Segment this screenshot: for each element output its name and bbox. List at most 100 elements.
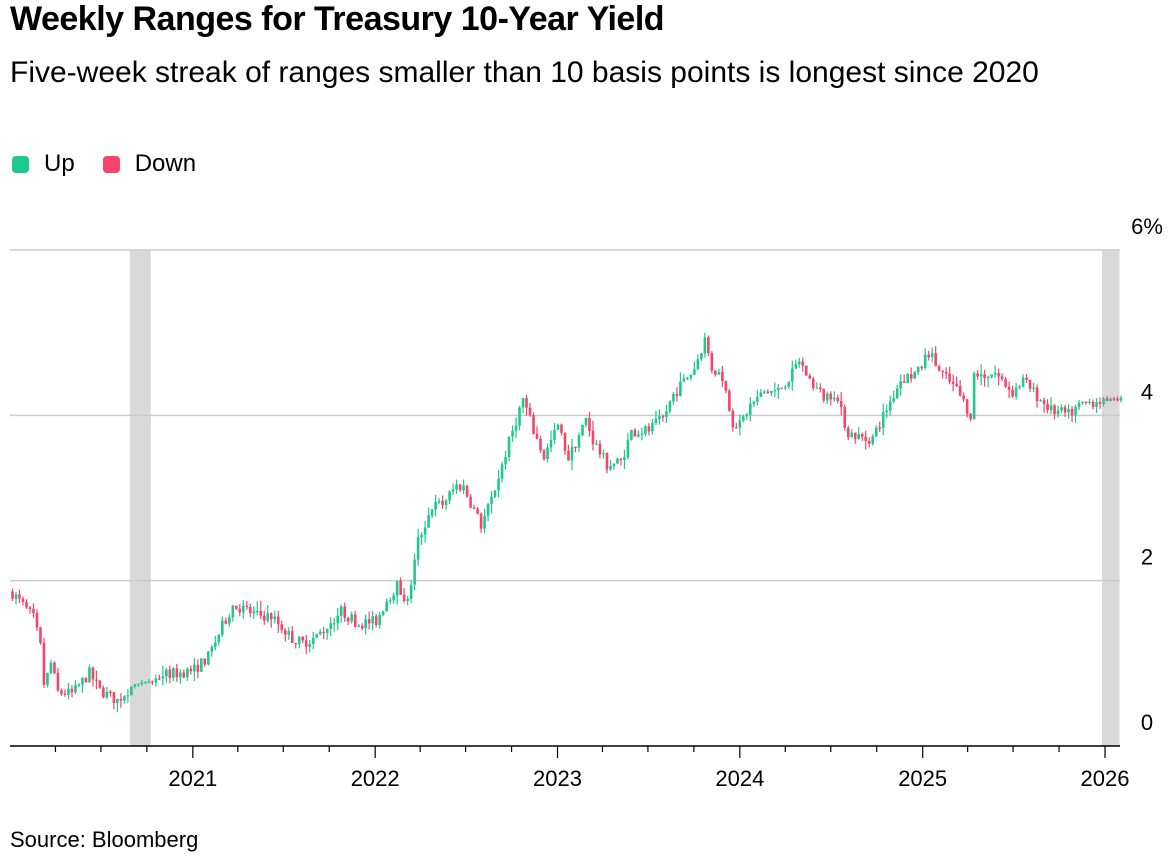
candle [119, 693, 123, 708]
candle-body [787, 381, 791, 387]
candle [874, 425, 878, 437]
candle [811, 377, 815, 391]
candle [200, 658, 203, 673]
candle-body [972, 373, 976, 420]
candle [228, 613, 231, 627]
candle [1060, 404, 1063, 413]
candle-body [161, 676, 165, 679]
candle-body [189, 668, 193, 672]
candle-body [476, 508, 479, 514]
candle [766, 389, 770, 394]
candle-body [200, 658, 203, 672]
candle-body [616, 458, 619, 464]
candle [927, 350, 930, 361]
candle [483, 508, 486, 534]
chart-subtitle: Five-week streak of ranges smaller than … [10, 56, 1039, 89]
candle-body [598, 443, 602, 455]
candle [1112, 396, 1116, 402]
candle [290, 625, 294, 643]
candle-body [11, 591, 14, 599]
candle-body [95, 679, 98, 681]
x-tick-label-2021: 2021 [168, 766, 217, 791]
x-tick-label-2025: 2025 [898, 766, 947, 791]
candle [584, 417, 588, 428]
candle [126, 688, 130, 703]
candle [738, 414, 742, 436]
candle [822, 388, 826, 403]
candle [651, 418, 654, 435]
candle-body [1105, 398, 1109, 401]
candle-body [105, 691, 109, 698]
candle [1109, 397, 1112, 402]
candle [937, 364, 941, 372]
candle [899, 374, 902, 396]
candle-body [269, 613, 273, 620]
candle [437, 498, 441, 505]
candle [756, 389, 759, 406]
candle [1053, 403, 1056, 420]
candle-body [109, 691, 112, 693]
candle [189, 665, 193, 675]
candle [165, 667, 168, 683]
candle-body [360, 625, 364, 629]
candle [595, 439, 598, 445]
candle-body [53, 662, 56, 674]
candle-body [941, 370, 944, 372]
candle-body [116, 698, 119, 703]
candle-body [18, 594, 21, 599]
candle-body [385, 601, 388, 612]
candle-body [434, 501, 437, 510]
candle-body [1039, 400, 1042, 402]
candle [476, 506, 479, 515]
candle-body [378, 614, 381, 625]
candle-body [1091, 401, 1095, 407]
candle-body [1035, 387, 1039, 402]
candle [231, 604, 235, 622]
candle-body [137, 683, 140, 685]
candle [207, 650, 210, 666]
candle [367, 611, 371, 630]
candle [895, 384, 899, 399]
candle [14, 592, 18, 605]
candle [679, 372, 682, 397]
candle-body [273, 616, 277, 620]
candle-body [462, 485, 465, 491]
candle-body [179, 672, 182, 678]
candle [728, 388, 731, 412]
candle-body [301, 636, 305, 641]
candle [700, 353, 703, 361]
candle [948, 366, 951, 385]
candle-body [640, 433, 644, 436]
candle-body [336, 615, 340, 624]
candle-body [399, 580, 402, 595]
candle-body [811, 378, 815, 389]
candle [406, 595, 409, 606]
candle [1070, 405, 1074, 423]
candle [172, 667, 175, 681]
candle [203, 658, 207, 667]
candle [745, 412, 749, 420]
candle [661, 414, 665, 422]
candle [581, 424, 584, 437]
candle-body [979, 374, 983, 377]
candle [392, 592, 395, 604]
legend-swatch-up [12, 155, 29, 173]
candle [1004, 377, 1007, 388]
candle [525, 394, 528, 416]
candle-body [196, 664, 200, 672]
candle [997, 368, 1000, 386]
candle [612, 463, 616, 470]
candle-body [913, 372, 916, 379]
candle [794, 359, 798, 370]
candle-body [644, 426, 647, 434]
candle-body [619, 458, 623, 461]
candle-body [581, 424, 584, 436]
candle-body [930, 353, 934, 357]
legend-item-down: Down [102, 150, 196, 178]
candle [374, 613, 378, 628]
candle-body [773, 390, 777, 392]
candle [556, 423, 560, 430]
candle [137, 683, 140, 687]
candle-body [262, 615, 266, 621]
candle-body [829, 393, 833, 400]
